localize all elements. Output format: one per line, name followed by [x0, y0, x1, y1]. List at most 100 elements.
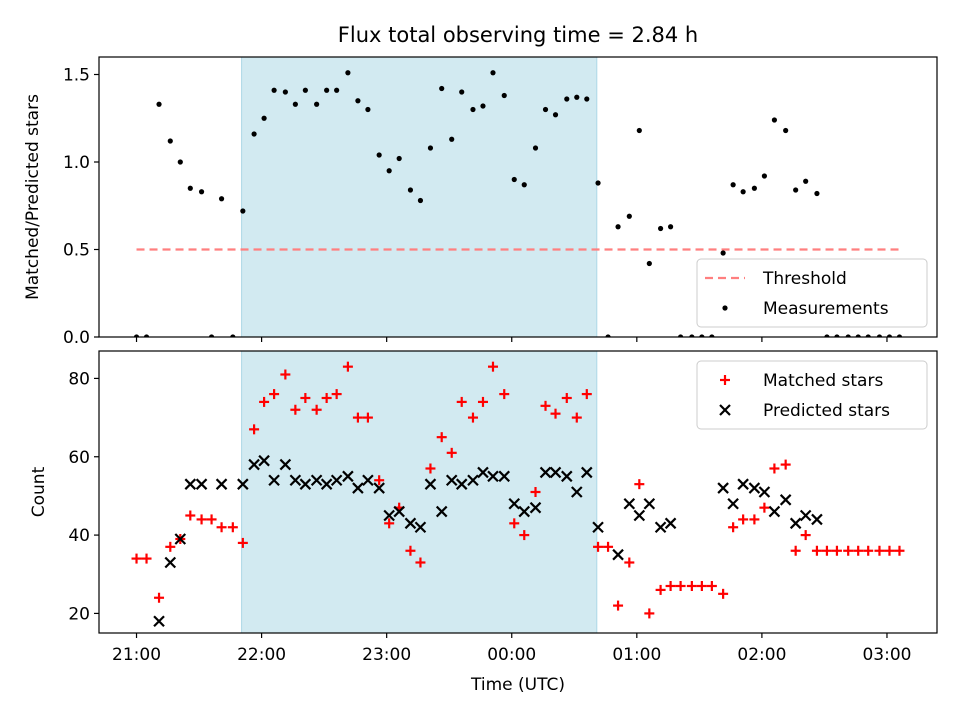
- matched-point: [467, 412, 478, 423]
- predicted-point: [352, 482, 364, 494]
- predicted-point: [539, 466, 552, 479]
- measurement-point: [751, 185, 757, 191]
- measurement-point: [490, 70, 496, 76]
- measurement-point: [855, 334, 861, 337]
- matched-point: [311, 404, 322, 415]
- matched-point: [675, 581, 686, 591]
- matched-point: [843, 545, 854, 556]
- series-measurements: [133, 70, 903, 337]
- predicted-point: [477, 466, 489, 479]
- legend-box: [696, 360, 928, 430]
- matched-point: [550, 408, 561, 419]
- y-tick-label: 80: [68, 369, 90, 389]
- chart-title: Flux total observing time = 2.84 h: [338, 23, 698, 47]
- measurement-point: [783, 127, 789, 134]
- measurement-point: [824, 334, 830, 337]
- matched-point: [738, 514, 749, 525]
- matched-point: [863, 545, 874, 556]
- matched-point: [165, 541, 176, 552]
- count-panel: 20 40 60 80 21:00 22:00 23:00 00:00 01:00 02:00 03…: [29, 350, 938, 695]
- x-tick-label: 23:00: [362, 645, 411, 665]
- measurement-point: [302, 87, 308, 93]
- matched-point: [728, 522, 739, 533]
- observing-interval-shade: [241, 56, 598, 338]
- matched-point: [613, 600, 624, 611]
- predicted-point: [467, 474, 479, 487]
- measurement-point: [439, 85, 445, 92]
- matched-point: [800, 530, 811, 541]
- measurement-point: [845, 334, 851, 337]
- matched-point: [811, 545, 822, 556]
- measurement-point: [334, 87, 340, 93]
- measurement-point: [427, 145, 434, 151]
- measurement-point: [605, 334, 611, 337]
- predicted-point: [362, 474, 374, 487]
- matched-point: [331, 389, 342, 400]
- matched-point: [259, 396, 270, 407]
- measurement-point: [480, 103, 486, 109]
- measurement-point: [407, 187, 414, 193]
- measurement-point: [865, 334, 871, 337]
- matched-point: [509, 518, 520, 529]
- predicted-point: [258, 454, 270, 467]
- matched-point: [216, 522, 227, 533]
- predicted-point: [299, 478, 312, 490]
- matched-point: [686, 581, 697, 591]
- y-tick-label: 20: [68, 604, 90, 624]
- matched-point: [487, 361, 498, 372]
- x-tick-label: 03:00: [862, 645, 911, 665]
- y-tick-label: 1.5: [63, 66, 90, 86]
- measurement-point: [156, 101, 162, 107]
- matched-point: [749, 514, 760, 525]
- measurement-point: [218, 196, 225, 202]
- measurement-point: [292, 101, 298, 107]
- predicted-point: [404, 517, 417, 530]
- predicted-point: [727, 497, 739, 510]
- predicted-point: [768, 505, 781, 518]
- measurement-point: [709, 334, 715, 337]
- predicted-point: [289, 474, 302, 487]
- predicted-point: [248, 458, 260, 471]
- matched-point: [477, 396, 488, 407]
- measurement-point: [386, 168, 392, 174]
- measurement-point: [793, 187, 799, 193]
- predicted-point: [633, 509, 646, 522]
- measurement-point: [376, 152, 382, 158]
- predicted-point: [508, 497, 521, 510]
- measurement-point: [677, 334, 684, 337]
- ratio-panel: 0.0 0.5 1.0 1.5 Matched/Predicted stars Thres…: [23, 56, 938, 348]
- measurement-point: [595, 180, 601, 186]
- legend-label: Threshold: [762, 269, 847, 289]
- predicted-point: [445, 474, 458, 487]
- measurement-point: [143, 334, 150, 337]
- predicted-point: [748, 482, 761, 494]
- predicted-point: [571, 486, 583, 498]
- predicted-point: [330, 474, 343, 487]
- measurement-point: [740, 189, 746, 195]
- measurement-point: [542, 106, 549, 113]
- x-tick-label: 01:00: [612, 645, 661, 665]
- predicted-point: [174, 533, 187, 545]
- matched-point: [300, 393, 311, 403]
- matched-point: [593, 541, 604, 552]
- predicted-point: [612, 548, 624, 561]
- x-tick-label: 00:00: [487, 645, 536, 665]
- axes-frame: [98, 350, 938, 634]
- matched-point: [644, 608, 655, 619]
- legend-measurement-swatch: [722, 305, 728, 311]
- measurement-point: [449, 136, 455, 142]
- legend-label: Matched stars: [763, 371, 883, 391]
- matched-point: [874, 545, 885, 556]
- measurement-point: [198, 189, 205, 195]
- matched-point: [821, 545, 832, 556]
- predicted-point: [758, 486, 771, 498]
- measurement-point: [771, 117, 778, 123]
- matched-point: [769, 463, 780, 474]
- y-tick-label: 1.0: [63, 153, 90, 173]
- measurement-point: [282, 89, 288, 95]
- predicted-point: [435, 505, 448, 518]
- legend-label: Measurements: [763, 299, 889, 319]
- legend-matched-swatch: [720, 375, 730, 385]
- matched-point: [759, 502, 770, 513]
